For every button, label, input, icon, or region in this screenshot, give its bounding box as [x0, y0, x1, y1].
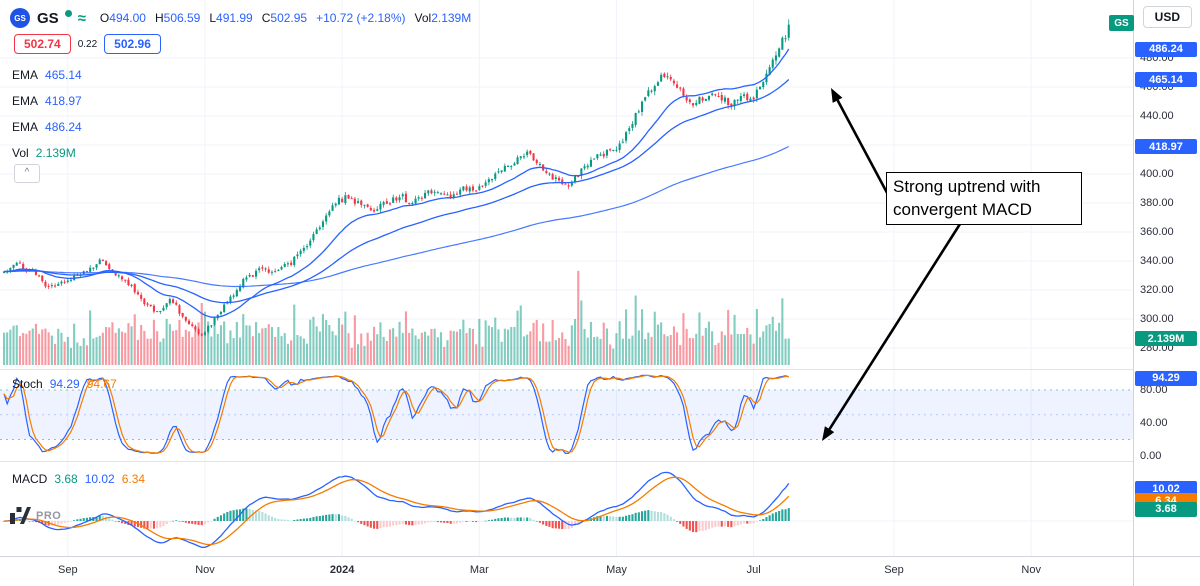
order-panel: 502.74 0.22 502.96 — [14, 34, 161, 54]
annotation-text-box[interactable]: Strong uptrend with convergent MACD — [886, 172, 1082, 226]
annotation-line-1: Strong uptrend with — [893, 177, 1041, 196]
currency-button[interactable]: USD — [1142, 6, 1192, 28]
low-value: 491.99 — [216, 11, 253, 25]
high-value: 506.59 — [163, 11, 201, 25]
ema-value: 486.24 — [45, 120, 82, 134]
ema-value: 418.97 — [45, 94, 82, 108]
ohlc-readout: O 494.00 H 506.59 L 491.99 C 502.95 +10.72 (… — [100, 11, 480, 25]
ema-label: EMA — [12, 68, 39, 82]
stoch-tick: 80.00 — [1140, 384, 1168, 396]
ema-lines — [4, 48, 790, 318]
ema-value: 465.14 — [45, 68, 82, 82]
axis-badge-2.139M: 2.139M — [1135, 331, 1197, 346]
stoch-tick: 40.00 — [1140, 417, 1168, 429]
annotation-line-2: convergent MACD — [893, 199, 1032, 219]
legend-ema-1[interactable]: EMA 465.14 — [12, 68, 82, 82]
ema-label: EMA — [12, 94, 39, 108]
legend-macd[interactable]: MACD 3.68 10.02 6.34 — [12, 472, 145, 486]
time-label-May: May — [606, 564, 627, 576]
time-axis[interactable]: Sep Nov 2024 Mar May Jul Sep Nov — [0, 557, 1200, 586]
high-label: H — [154, 11, 164, 25]
time-label-Nov: Nov — [1021, 564, 1041, 576]
macd-line-value: 10.02 — [84, 472, 115, 486]
time-label-Nov: Nov — [195, 564, 215, 576]
axis-badge-10.02: 10.02 — [1135, 481, 1197, 497]
axis-badge-465.14: 465.14 — [1135, 72, 1197, 87]
open-value: 494.00 — [109, 11, 146, 25]
ema-label: EMA — [12, 120, 39, 134]
macd-signal-value: 6.34 — [121, 472, 146, 486]
axis-badge-486.24: 486.24 — [1135, 41, 1197, 57]
close-value: 502.95 — [270, 11, 308, 25]
legend-stoch[interactable]: Stoch 94.29 94.67 — [12, 377, 117, 391]
time-label-2024: 2024 — [329, 564, 355, 576]
tradingview-logo-icon — [10, 507, 31, 524]
symbol-name[interactable]: GS — [37, 9, 59, 27]
price-tick: 340.00 — [1140, 255, 1174, 267]
price-axis[interactable]: 480.00 460.00 440.00 400.00 380.00 360.00 340.… — [1134, 0, 1200, 556]
axis-badge-94.29: 94.29 — [1135, 370, 1197, 386]
symbol-logo-icon: GS — [10, 8, 30, 28]
collapse-pane-button[interactable]: ^ — [14, 164, 40, 183]
legend-volume[interactable]: Vol 2.139M — [12, 146, 76, 160]
time-label-Sep: Sep — [58, 564, 78, 576]
market-open-dot-icon — [64, 10, 72, 17]
close-label: C — [261, 11, 271, 25]
price-tick: 400.00 — [1140, 168, 1174, 180]
candles-layer — [3, 19, 790, 337]
annotation-arrows[interactable] — [822, 88, 962, 441]
spread-value: 0.22 — [77, 38, 98, 50]
time-label-Jul: Jul — [746, 564, 761, 576]
price-tick: 380.00 — [1140, 197, 1174, 209]
price-tick: 300.00 — [1140, 313, 1174, 325]
stoch-tick: 0.00 — [1140, 450, 1162, 462]
stoch-band — [0, 389, 1133, 440]
pro-badge: PRO — [36, 509, 62, 522]
quotes-wave-icon: ≈ — [77, 9, 86, 27]
price-tick: 360.00 — [1140, 226, 1174, 238]
volume-value: 2.139M — [431, 11, 472, 25]
volume-layer — [3, 270, 790, 365]
axis-badge-3.68: 3.68 — [1135, 501, 1197, 517]
axis-badge-418.97: 418.97 — [1135, 139, 1197, 154]
stoch-d-value: 94.67 — [86, 377, 117, 391]
stoch-lines — [3, 374, 789, 455]
price-tick: 440.00 — [1140, 110, 1174, 122]
macd-label: MACD — [12, 472, 48, 486]
legend-ema-2[interactable]: EMA 418.97 — [12, 94, 82, 108]
buy-button[interactable]: 502.96 — [104, 34, 161, 54]
time-label-Mar: Mar — [469, 564, 489, 576]
vol-label: Vol — [12, 146, 29, 160]
vol-value: 2.139M — [35, 146, 76, 160]
grid-layer — [0, 0, 1133, 556]
chevron-up-icon: ^ — [24, 167, 30, 178]
tradingview-logo[interactable]: PRO — [10, 507, 61, 524]
volume-label: Vol — [414, 11, 432, 25]
low-label: L — [209, 11, 217, 25]
change-value: +10.72 (+2.18%) — [316, 11, 406, 25]
macd-hist-value: 3.68 — [54, 472, 78, 486]
stoch-k-value: 94.29 — [49, 377, 80, 391]
stoch-label: Stoch — [12, 377, 43, 391]
sell-button[interactable]: 502.74 — [14, 34, 71, 54]
time-label-Sep: Sep — [884, 564, 904, 576]
symbol-header: GS GS ≈ O 494.00 H 506.59 L 491.99 C 502.95 … — [10, 8, 480, 28]
macd-pane — [3, 471, 790, 549]
open-label: O — [99, 11, 110, 25]
price-tick: 320.00 — [1140, 284, 1174, 296]
symbol-axis-badge: GS — [1109, 15, 1134, 31]
legend-ema-3[interactable]: EMA 486.24 — [12, 120, 82, 134]
